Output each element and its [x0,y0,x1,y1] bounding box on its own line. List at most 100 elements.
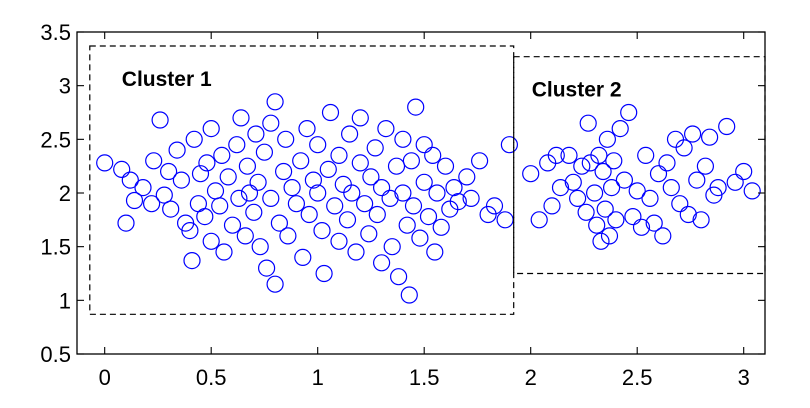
data-point [530,211,548,229]
data-point [155,186,173,204]
data-point [377,120,395,138]
data-point [219,168,237,186]
data-point [428,184,446,202]
y-tick-label: 3.5 [40,20,71,45]
data-point [247,125,265,143]
data-point [300,205,318,224]
data-point [143,195,161,213]
data-point [675,139,693,157]
data-point [172,171,190,189]
data-point [485,197,504,215]
data-point [330,146,348,164]
data-point [249,173,267,191]
data-point [709,179,727,197]
cluster-box-1 [89,45,515,315]
data-point [398,216,416,234]
data-point [415,136,433,154]
data-point [400,286,418,304]
data-point [649,165,668,183]
x-tick-label: 0 [99,365,111,390]
data-point [238,157,256,175]
data-point [334,175,352,193]
data-point [458,168,476,186]
data-point [230,189,248,207]
x-tick-label: 2 [525,365,537,390]
data-point [605,152,623,170]
data-point [688,171,706,189]
data-point [275,162,293,181]
data-point [607,211,625,229]
data-point [718,117,736,136]
data-point [343,184,361,202]
data-point [628,182,646,200]
data-point [151,111,169,129]
data-point [496,211,514,229]
data-point [445,179,463,197]
data-point [432,218,450,236]
data-point [251,238,269,256]
data-point [560,146,578,164]
data-point [462,189,480,207]
data-point [590,146,608,164]
data-point [726,173,744,191]
data-point [394,130,412,148]
data-point [666,130,685,148]
data-point [360,225,378,243]
data-point [362,168,380,186]
data-point [692,211,710,229]
data-point [262,114,280,132]
data-point [292,152,310,170]
data-point [294,248,312,266]
data-point [96,154,114,172]
y-tick-label: 1 [59,288,71,313]
data-point [245,203,263,221]
data-point [547,146,565,164]
x-tick-label: 2.5 [622,365,653,390]
data-point [213,146,231,164]
data-point [181,222,199,240]
data-point [641,189,659,207]
data-point [679,205,697,224]
data-point [662,179,680,197]
data-point [202,232,220,250]
data-point [658,154,676,172]
data-point [743,182,761,200]
data-point [338,211,357,229]
data-point [671,195,689,213]
data-point [419,208,438,226]
data-point [436,157,455,175]
data-point [168,141,186,159]
data-point [279,227,297,245]
data-point [594,162,612,181]
data-point [696,157,715,175]
data-point [543,197,561,215]
data-point [113,160,131,178]
data-point [645,214,663,232]
data-point [351,154,369,172]
data-point [162,200,180,218]
cluster-label-2: Cluster 2 [532,79,622,102]
data-point [347,243,365,261]
cluster-labels: Cluster 1 Cluster 2 [122,68,622,102]
data-point [390,268,408,286]
data-point [449,193,467,211]
data-point [426,243,444,261]
data-point [240,184,259,202]
cluster-box-2 [513,56,766,275]
data-point [573,157,591,175]
data-point [117,214,135,232]
data-point [579,114,597,132]
data-point [309,136,327,154]
data-point [577,203,595,221]
data-point [206,182,225,200]
data-point [287,195,305,213]
data-point [326,197,344,215]
data-point [402,152,420,170]
data-point [266,93,284,111]
data-point [255,143,273,161]
data-point [262,189,280,207]
data-point [145,152,163,170]
data-point [356,195,374,213]
data-point [479,205,497,224]
